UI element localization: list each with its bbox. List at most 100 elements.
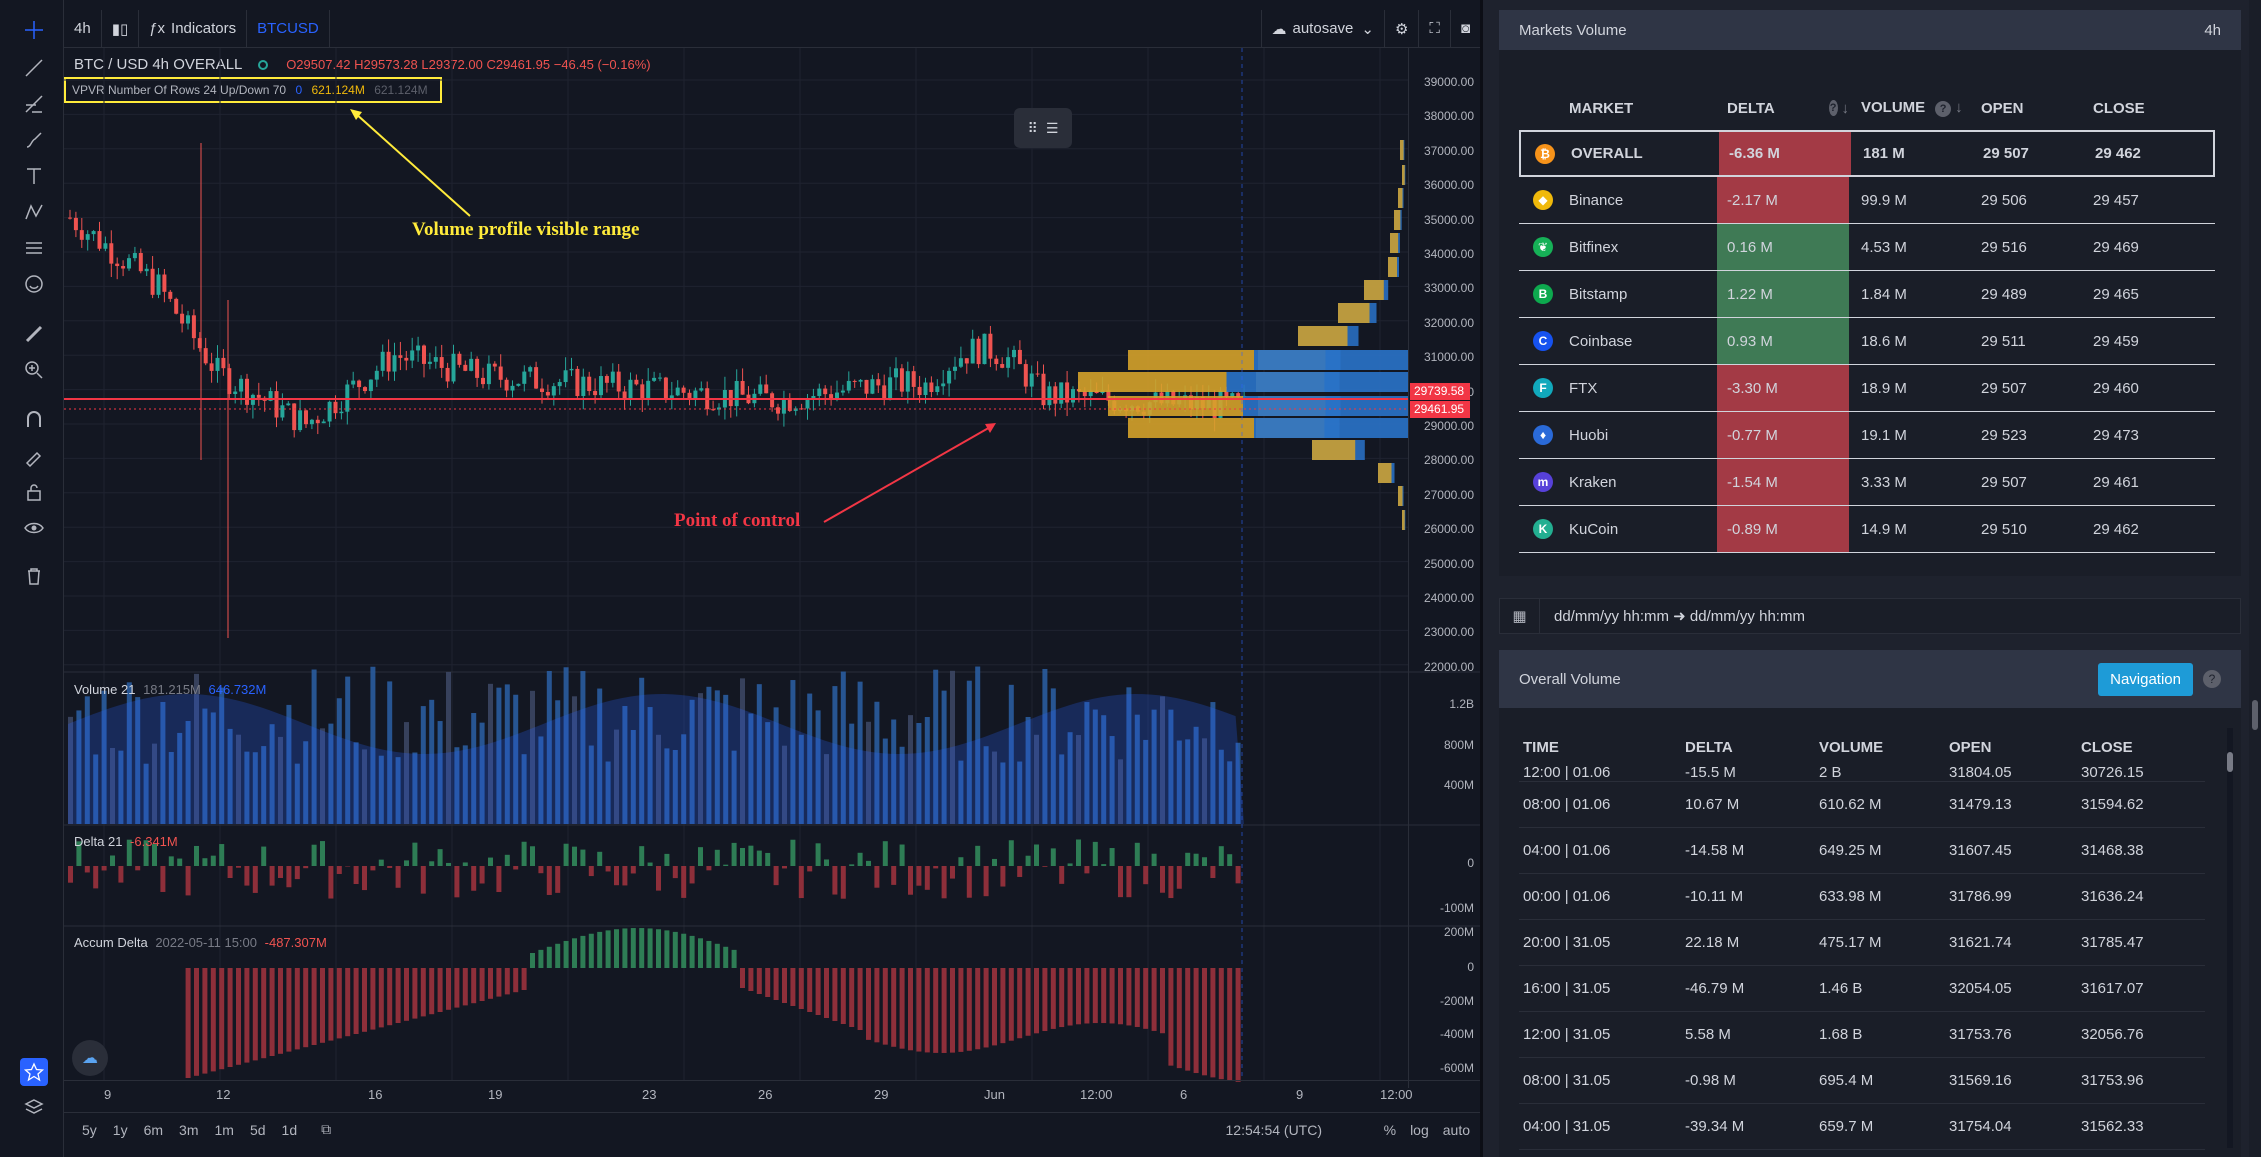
price-axis[interactable]: 39000.00 38000.00 37000.00 36000.00 35000.00…	[1408, 48, 1480, 1088]
crosshair-icon[interactable]	[20, 16, 48, 44]
help-icon[interactable]: ?	[2203, 670, 2221, 688]
chart-container[interactable]: 4h ▮▯ ƒx Indicators BTCUSD ☁ autosave ⌄ ⚙ ⛶…	[64, 0, 1480, 1157]
tradingview-logo-icon[interactable]: ☁	[72, 1040, 108, 1076]
floating-menu-button[interactable]: ⠿ ☰	[1014, 108, 1072, 148]
pattern-tool-icon[interactable]	[20, 198, 48, 226]
time-tick-label: 9	[104, 1087, 112, 1102]
autosave-button[interactable]: ☁ autosave ⌄	[1260, 9, 1385, 48]
range-button-6m[interactable]: 6m	[143, 1121, 164, 1138]
table-row[interactable]: 08:00 | 01.06 10.67 M 610.62 M 31479.13 3159…	[1519, 782, 2205, 828]
table-row[interactable]: 16:00 | 31.05 -46.79 M 1.46 B 32054.05 31617…	[1519, 966, 2205, 1012]
brush-icon[interactable]	[20, 126, 48, 154]
table-row[interactable]: 12:00 | 01.06 -15.5 M 2 B 31804.05 30726…	[1519, 764, 2205, 782]
col-delta[interactable]: DELTA	[1685, 738, 1733, 756]
indicators-icon: ƒx	[149, 20, 166, 37]
ruler-icon[interactable]	[20, 320, 48, 348]
trend-line-icon[interactable]	[20, 54, 48, 82]
table-row[interactable]: 20:00 | 31.05 22.18 M 475.17 M 31621.74 3178…	[1519, 920, 2205, 966]
help-icon[interactable]: ?	[1828, 100, 1838, 116]
date-range-text: dd/mm/yy hh:mm ➜ dd/mm/yy hh:mm	[1554, 608, 1805, 625]
calendar-icon[interactable]: ▦	[1500, 599, 1540, 633]
market-row-bitfinex[interactable]: ❦ Bitfinex 0.16 M 4.53 M 29 516 29 469	[1519, 224, 2215, 271]
sort-arrow-icon[interactable]: ↓	[1841, 99, 1850, 117]
col-volume[interactable]: VOLUME	[1819, 738, 1884, 756]
fib-tool-icon[interactable]	[20, 90, 48, 118]
range-button-3m[interactable]: 3m	[179, 1121, 199, 1138]
col-market[interactable]: MARKET	[1569, 99, 1634, 117]
trash-icon[interactable]	[20, 562, 48, 590]
table-row[interactable]: 04:00 | 31.05 -39.34 M 659.7 M 31754.04 3156…	[1519, 1104, 2205, 1150]
col-open[interactable]: OPEN	[1981, 99, 2024, 117]
table-row[interactable]: 00:00 | 01.06 -10.11 M 633.98 M 31786.99 316…	[1519, 874, 2205, 920]
favorites-star-icon[interactable]	[20, 1058, 48, 1086]
help-icon[interactable]: ?	[1935, 101, 1952, 117]
chart-type-button[interactable]: ▮▯	[102, 9, 140, 48]
cell-volume: 19.1 M	[1861, 426, 1907, 444]
markets-volume-timeframe[interactable]: 4h	[2204, 21, 2221, 39]
market-row-binance[interactable]: ◆ Binance -2.17 M 99.9 M 29 506 29 457	[1519, 177, 2215, 224]
col-time[interactable]: TIME	[1523, 738, 1559, 756]
cell-delta: -15.5 M	[1685, 764, 1736, 781]
market-row-bitstamp[interactable]: B Bitstamp 1.22 M 1.84 M 29 489 29 465	[1519, 271, 2215, 318]
settings-gear-icon[interactable]: ⚙	[1385, 9, 1420, 48]
panel-scrollbar[interactable]	[2249, 0, 2261, 1157]
table-scrollbar[interactable]	[2227, 728, 2233, 1148]
time-axis[interactable]: 9 12 16 19 23 26 29 Jun 12:00 6 9 12:00	[64, 1080, 1480, 1110]
delta-pane-label: Delta 21 -6.341M	[74, 834, 178, 849]
prediction-tool-icon[interactable]	[20, 234, 48, 262]
col-close[interactable]: CLOSE	[2093, 99, 2145, 117]
indicators-button[interactable]: ƒx Indicators	[139, 9, 248, 48]
range-button-1d[interactable]: 1d	[281, 1121, 298, 1138]
date-range-icon[interactable]: ⧉	[321, 1121, 332, 1137]
cell-delta: -0.98 M	[1685, 1072, 1736, 1089]
col-close[interactable]: CLOSE	[2081, 738, 2133, 756]
scale-toggle[interactable]: auto	[1442, 1121, 1470, 1138]
symbol-button[interactable]: BTCUSD	[247, 9, 330, 48]
range-button-1y[interactable]: 1y	[112, 1121, 128, 1138]
market-row-overall[interactable]: ₿ OVERALL -6.36 M 181 M 29 507 29 462	[1519, 130, 2215, 177]
scrollbar-thumb[interactable]	[2227, 752, 2233, 772]
scale-toggle[interactable]: log	[1410, 1121, 1429, 1138]
zoom-in-icon[interactable]	[20, 356, 48, 384]
eye-icon[interactable]	[20, 514, 48, 542]
range-button-5d[interactable]: 5d	[249, 1121, 266, 1138]
market-row-kucoin[interactable]: K KuCoin -0.89 M 14.9 M 29 510 29 462	[1519, 506, 2215, 553]
camera-icon[interactable]: ◙	[1460, 20, 1470, 37]
market-row-kraken[interactable]: m Kraken -1.54 M 3.33 M 29 507 29 461	[1519, 459, 2215, 506]
cell-volume: 633.98 M	[1819, 888, 1882, 905]
cell-delta: -46.79 M	[1685, 980, 1745, 997]
lock-drawing-icon[interactable]	[20, 442, 48, 470]
scale-toggle[interactable]: %	[1383, 1121, 1397, 1138]
cell-delta: -39.34 M	[1685, 1118, 1745, 1135]
market-row-huobi[interactable]: ♦ Huobi -0.77 M 19.1 M 29 523 29 473	[1519, 412, 2215, 459]
cell-volume: 649.25 M	[1819, 842, 1882, 859]
range-button-1m[interactable]: 1m	[214, 1121, 234, 1138]
range-button-5y[interactable]: 5y	[82, 1121, 97, 1138]
sort-arrow-icon[interactable]: ↓	[1955, 99, 1963, 116]
price-tick-label: 34000.00	[1423, 247, 1474, 261]
scrollbar-thumb[interactable]	[2252, 700, 2258, 730]
emoji-icon[interactable]	[20, 270, 48, 298]
col-open[interactable]: OPEN	[1949, 738, 1992, 756]
table-row[interactable]: 04:00 | 01.06 -14.58 M 649.25 M 31607.45 314…	[1519, 828, 2205, 874]
layers-icon[interactable]	[20, 1094, 48, 1122]
market-row-coinbase[interactable]: C Coinbase 0.93 M 18.6 M 29 511 29 459	[1519, 318, 2215, 365]
utc-clock[interactable]: 12:54:54 (UTC)	[1225, 1121, 1322, 1138]
navigation-button[interactable]: Navigation	[2098, 662, 2193, 696]
bitstamp-icon: B	[1533, 284, 1553, 304]
text-tool-icon[interactable]	[20, 162, 48, 190]
lock-icon[interactable]	[20, 478, 48, 506]
table-row[interactable]: 12:00 | 31.05 5.58 M 1.68 B 31753.76 32056.7…	[1519, 1012, 2205, 1058]
col-delta-label: DELTA	[1727, 99, 1775, 117]
chart-canvas[interactable]	[64, 0, 1480, 1157]
interval-button[interactable]: 4h	[64, 9, 102, 48]
market-row-ftx[interactable]: F FTX -3.30 M 18.9 M 29 507 29 460	[1519, 365, 2215, 412]
col-delta[interactable]: DELTA? ↓	[1717, 86, 1849, 130]
date-range-input[interactable]: ▦ dd/mm/yy hh:mm ➜ dd/mm/yy hh:mm	[1499, 598, 2241, 634]
table-row[interactable]: 08:00 | 31.05 -0.98 M 695.4 M 31569.16 31753…	[1519, 1058, 2205, 1104]
col-volume[interactable]: VOLUME? ↓	[1849, 99, 1981, 117]
fullscreen-icon[interactable]: ⛶	[1419, 9, 1451, 48]
vpvr-indicator-label[interactable]: VPVR Number Of Rows 24 Up/Down 70 0 621.…	[64, 77, 442, 103]
magnet-icon[interactable]	[20, 406, 48, 434]
